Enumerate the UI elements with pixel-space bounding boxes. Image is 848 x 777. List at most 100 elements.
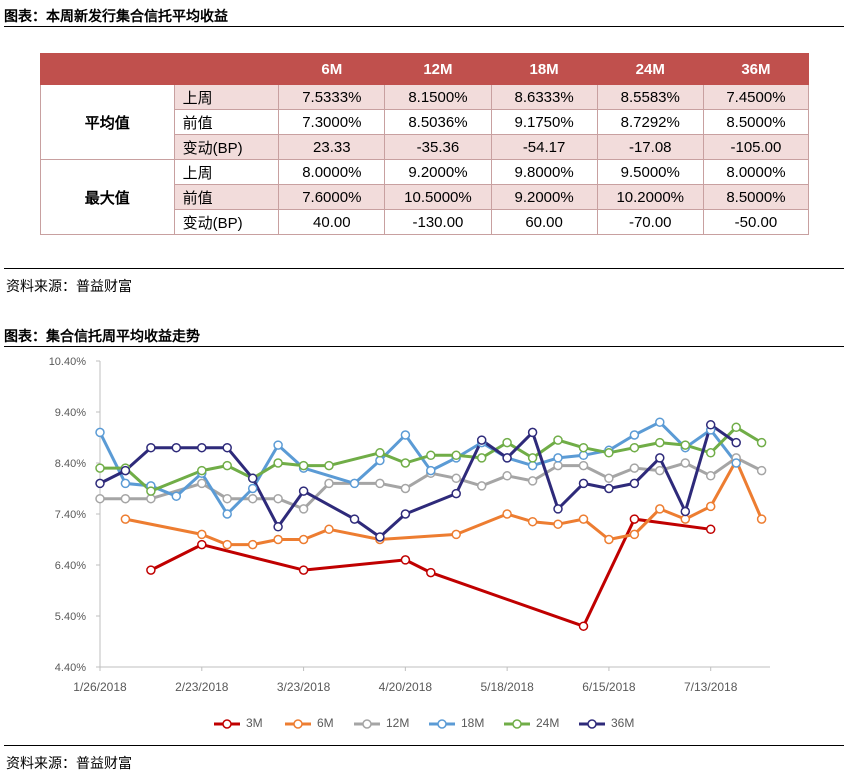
data-point-6m [222, 539, 232, 550]
table-cell: 8.0000% [702, 159, 810, 185]
x-tick-label: 5/18/2018 [480, 680, 534, 694]
table-cell: 8.0000% [278, 159, 386, 185]
data-point-36m [578, 478, 589, 489]
table-cell: 8.6333% [490, 84, 598, 110]
data-point-36m [273, 522, 283, 532]
chart-source-rule [4, 745, 844, 746]
column-header: 36M [702, 53, 810, 85]
data-point-6m [655, 504, 665, 514]
data-point-24m [629, 442, 640, 453]
data-point-36m [120, 465, 131, 476]
legend-marker [587, 719, 597, 729]
table-row: 最大值 上周 8.0000% 9.2000% 9.8000% 9.5000% 8.0000% [40, 159, 810, 235]
data-point-24m [756, 437, 767, 448]
x-tick-label: 6/15/2018 [582, 680, 636, 694]
chart-figure-title: 图表：集合信托周平均收益走势 [4, 328, 200, 344]
data-point-24m [502, 437, 512, 448]
data-point-36m [705, 420, 716, 430]
y-tick-label: 9.40% [55, 407, 86, 419]
legend-label: 3M [246, 716, 263, 730]
data-point-6m [756, 514, 767, 524]
data-point-6m [553, 519, 563, 529]
table-row: 前值 7.6000% 10.5000% 9.2000% 10.2000% 8.5000% [41, 184, 810, 210]
table-cell: 10.2000% [596, 184, 704, 210]
data-point-36m [604, 483, 614, 494]
group-label: 平均值 [40, 84, 175, 160]
data-point-12m [146, 493, 156, 504]
data-point-18m [247, 483, 258, 494]
y-tick-label: 8.40% [55, 458, 86, 470]
data-point-6m [298, 534, 309, 545]
legend-marker [362, 719, 372, 729]
source-rule [4, 268, 844, 269]
legend-swatch [214, 719, 240, 729]
table-cell: 8.5000% [702, 184, 810, 210]
y-tick-label: 7.40% [55, 509, 86, 521]
legend-label: 12M [386, 716, 410, 730]
table-row: 平均值 上周 7.5333% 8.1500% 8.6333% 8.5583% 7.4500% [40, 84, 810, 160]
data-point-36m [222, 442, 232, 453]
data-point-6m [604, 534, 614, 545]
data-point-3m [298, 565, 309, 575]
legend-label: 6M [317, 716, 334, 730]
data-point-18m [171, 491, 182, 501]
data-point-3m [705, 524, 716, 535]
row-label: 上周 [173, 84, 280, 110]
chart-legend: 3M 6M 12M 18M 24M 36M [0, 712, 848, 736]
table-row: 变动(BP) 23.33 -35.36 -54.17 -17.08 -105.00 [41, 134, 810, 160]
x-tick-label: 1/26/2018 [73, 680, 127, 694]
data-point-36m [400, 509, 411, 519]
row-label: 上周 [173, 159, 280, 185]
legend-marker [222, 719, 232, 729]
table-cell: 10.5000% [384, 184, 492, 210]
table-cell: 8.5583% [596, 84, 704, 110]
data-point-12m [527, 476, 538, 486]
data-point-24m [222, 460, 232, 471]
data-point-24m [324, 460, 334, 471]
data-point-36m [146, 442, 156, 453]
data-point-24m [298, 460, 309, 471]
row-label: 变动(BP) [173, 134, 280, 160]
data-point-36m [731, 437, 741, 448]
data-point-24m [655, 437, 665, 448]
data-point-6m [273, 534, 283, 545]
data-point-24m [197, 465, 207, 476]
data-point-6m [120, 514, 131, 524]
table-cell: 40.00 [278, 209, 386, 235]
legend-swatch [579, 719, 605, 729]
table-figure-title: 图表：本周新发行集合信托平均收益 [4, 8, 228, 24]
legend-label: 24M [536, 716, 560, 730]
data-point-12m [324, 478, 334, 489]
y-tick-label: 6.40% [55, 560, 86, 572]
row-label: 前值 [173, 109, 280, 135]
data-point-3m [146, 565, 156, 575]
data-point-36m [95, 478, 105, 489]
data-point-12m [247, 493, 258, 504]
data-point-24m [527, 453, 538, 463]
data-point-18m [400, 430, 411, 440]
table-source: 资料来源：普益财富 [6, 278, 132, 294]
y-tick-label: 5.40% [55, 611, 86, 623]
data-point-24m [400, 458, 411, 468]
data-point-6m [680, 514, 691, 524]
data-point-12m [680, 458, 691, 468]
data-point-24m [680, 440, 691, 450]
data-point-18m [629, 430, 640, 440]
table-cell: 23.33 [278, 134, 386, 160]
data-point-18m [273, 440, 283, 450]
data-point-36m [476, 435, 487, 445]
data-point-36m [349, 514, 360, 524]
legend-swatch [285, 719, 311, 729]
data-point-24m [578, 442, 589, 453]
data-point-6m [247, 539, 258, 550]
table-cell: -70.00 [596, 209, 704, 235]
legend-label: 18M [461, 716, 485, 730]
data-point-12m [655, 465, 665, 476]
table-header-blank [40, 53, 175, 85]
data-point-12m [400, 483, 411, 494]
data-point-6m [527, 516, 538, 527]
data-point-3m [426, 567, 436, 578]
data-point-3m [400, 555, 411, 565]
data-point-12m [120, 493, 131, 504]
data-point-12m [95, 493, 105, 504]
